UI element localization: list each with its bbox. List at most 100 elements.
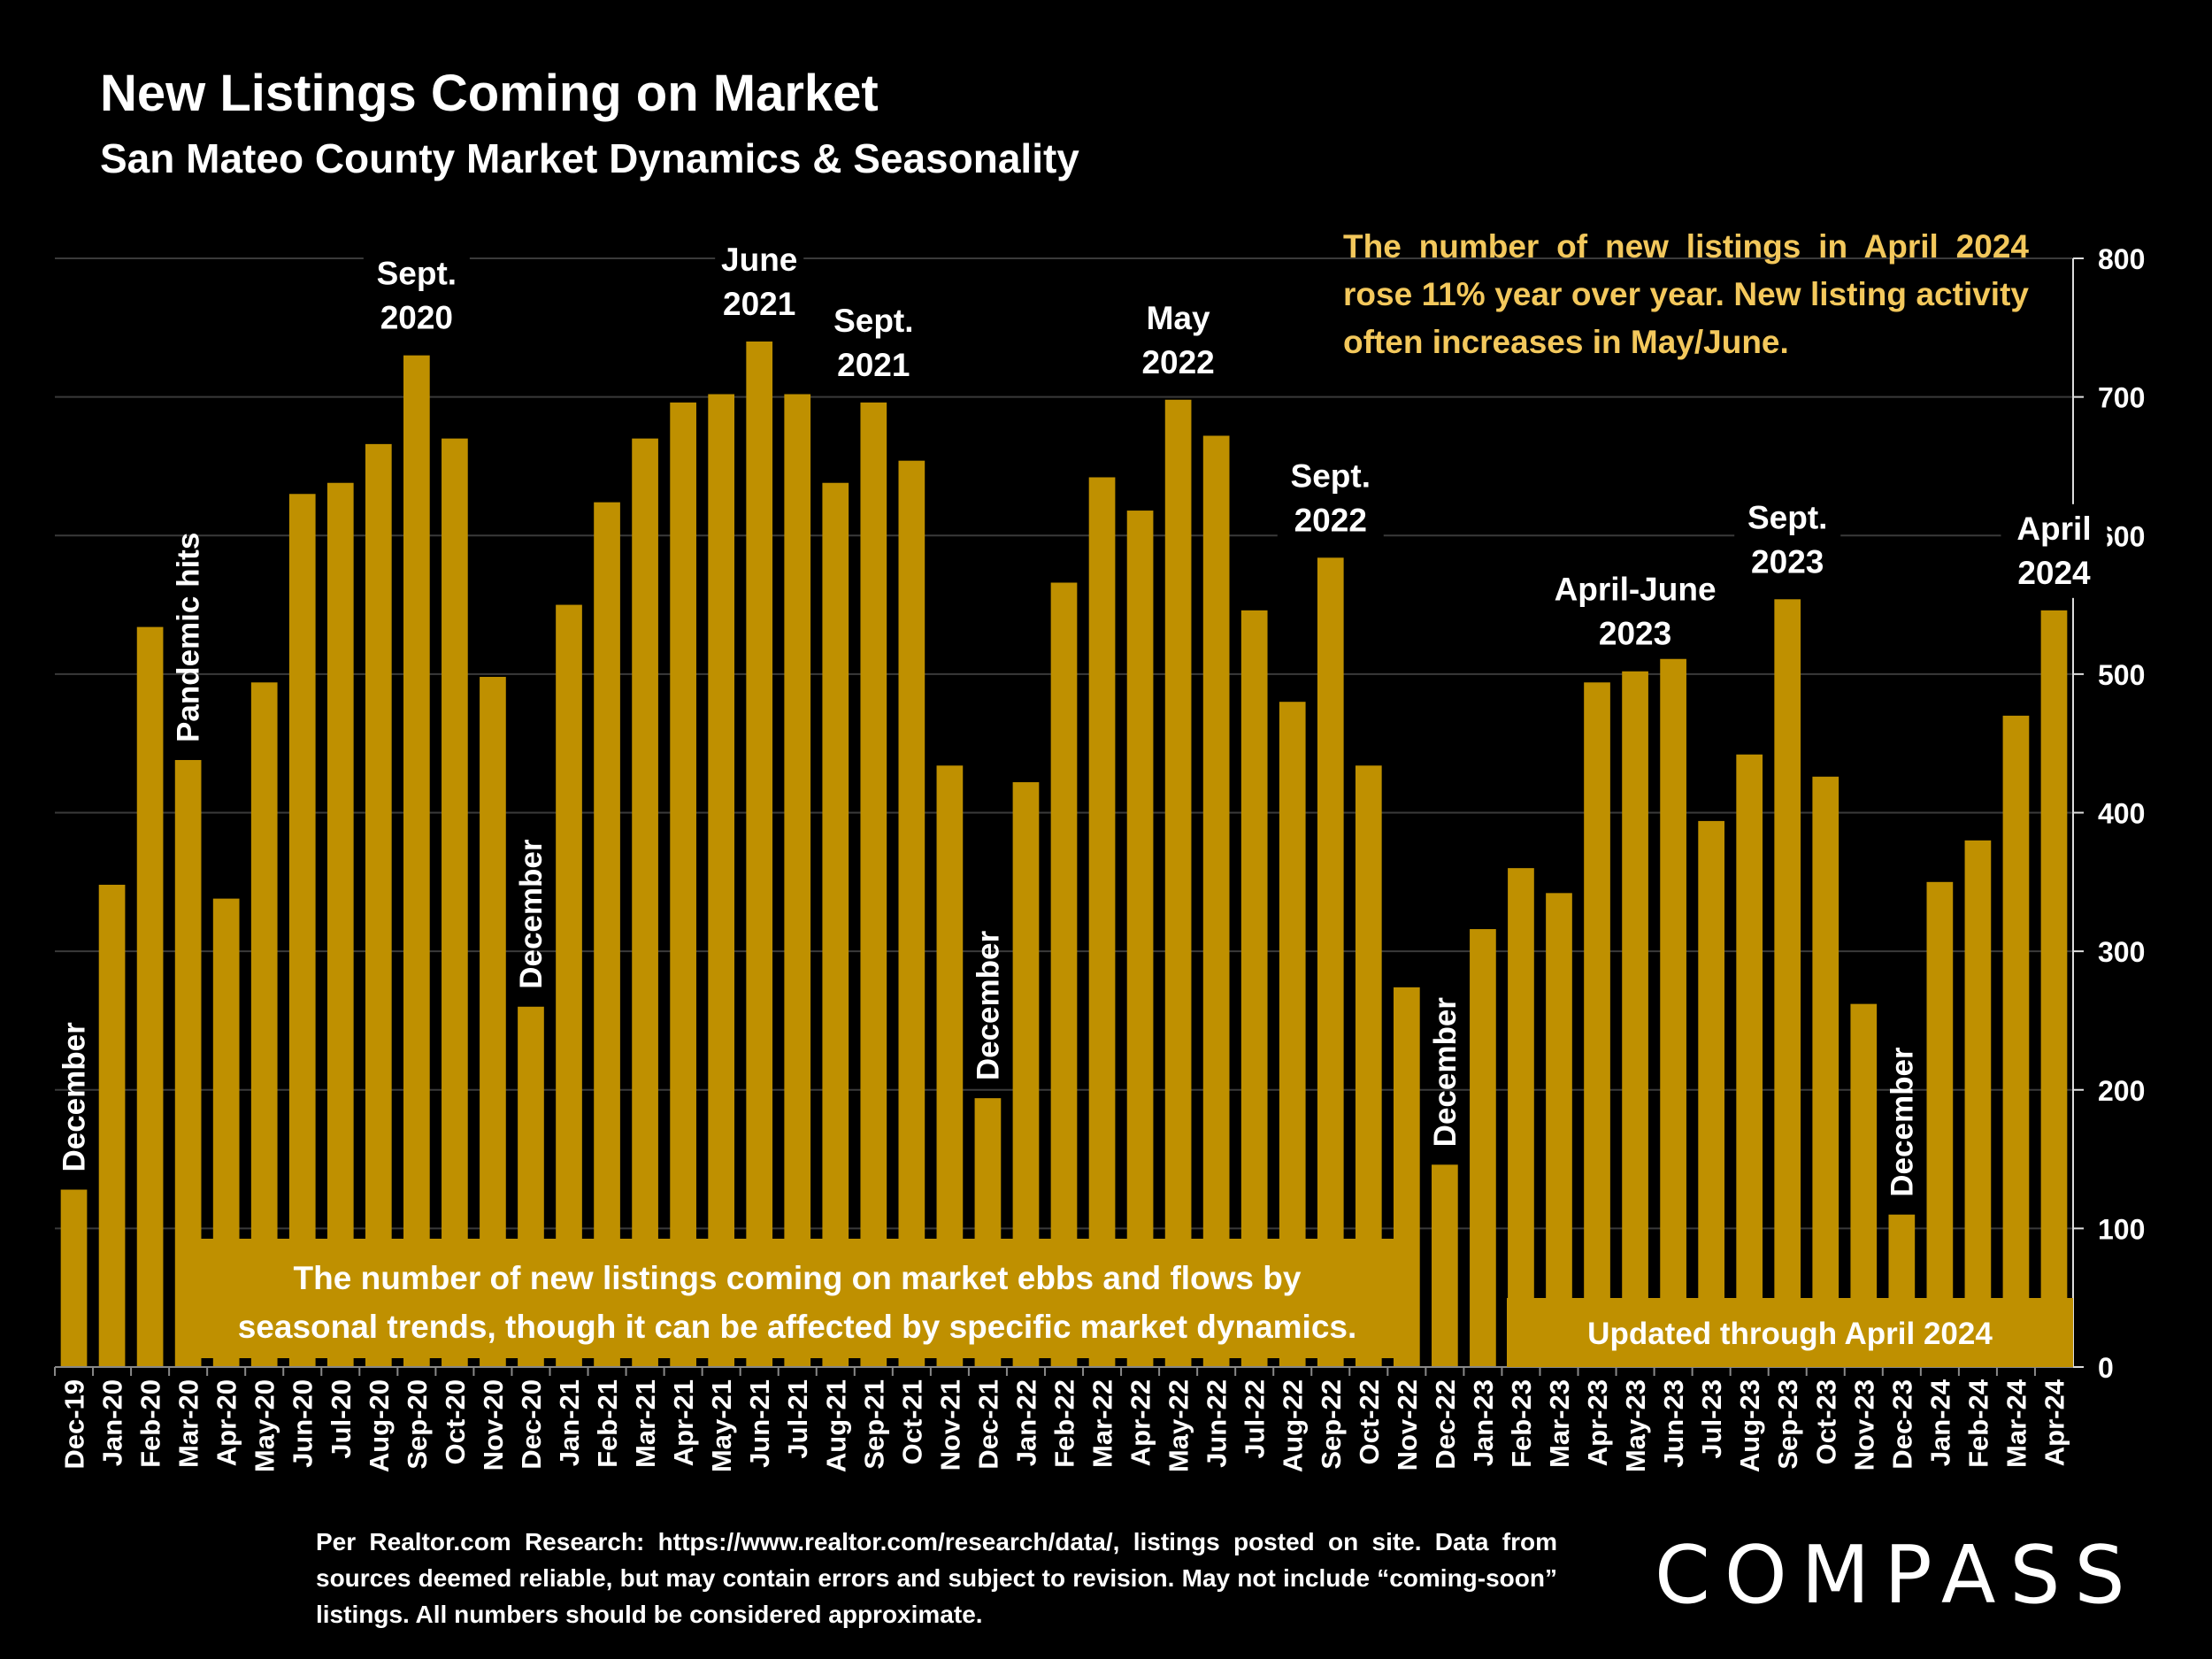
annotation-bg [1277, 451, 1384, 546]
x-tick-label: Apr-24 [2039, 1379, 2070, 1466]
main-note-box-text: seasonal trends, though it can be affect… [238, 1309, 1357, 1345]
x-tick-label: Feb-23 [1506, 1379, 1537, 1468]
updated-note-box-text: Updated through April 2024 [1587, 1317, 1993, 1351]
annotation-bg [715, 234, 804, 329]
y-tick-label: 200 [2098, 1075, 2145, 1107]
x-tick-label: Feb-21 [592, 1379, 623, 1468]
y-tick-label: 500 [2098, 659, 2145, 691]
bar-Feb-23 [1508, 868, 1534, 1367]
main-note-box: The number of new listings coming on mar… [179, 1239, 1416, 1358]
chart-title: New Listings Coming on Market [100, 65, 879, 122]
annotation-label: 2023 [1599, 616, 1671, 652]
chart-subtitle: San Mateo County Market Dynamics & Seaso… [100, 135, 1079, 181]
bar-Jul-20 [326, 482, 354, 1367]
annotation-bg [2001, 503, 2108, 598]
x-tick-label: Jun-20 [288, 1379, 319, 1468]
bar-Mar-24 [2002, 715, 2030, 1367]
annotation-bg [363, 249, 470, 343]
x-tick-label: May-22 [1164, 1379, 1194, 1472]
x-tick-label: May-20 [250, 1379, 280, 1472]
x-tick-label: Jan-22 [1010, 1379, 1041, 1466]
x-tick-label: Aug-21 [820, 1379, 851, 1472]
x-tick-label: Oct-23 [1810, 1379, 1841, 1464]
x-tick-label: Jun-22 [1202, 1379, 1233, 1468]
annotation-label: Sept. [833, 303, 913, 339]
x-tick-label: Apr-20 [211, 1379, 242, 1466]
bar-Dec-22 [1432, 1164, 1458, 1367]
annotation-label: Sept. [377, 256, 457, 292]
x-tick-label: Aug-23 [1734, 1379, 1765, 1472]
updated-note-box: Updated through April 2024 [1507, 1298, 2073, 1367]
x-tick-label: Mar-21 [630, 1379, 661, 1468]
annotation-bg [1133, 293, 1223, 388]
annotation-label: 2021 [837, 347, 910, 383]
bar-Mar-23 [1546, 893, 1572, 1367]
bar-Jun-22 [1202, 435, 1230, 1368]
x-tick-label: Mar-22 [1087, 1379, 1118, 1468]
annotations: The number of new listings coming on mar… [58, 234, 2108, 1367]
x-tick-label: Dec-23 [1886, 1379, 1917, 1470]
bar-Aug-23 [1736, 754, 1763, 1367]
bar-Dec-19 [60, 1189, 88, 1367]
x-tick-label: Nov-23 [1848, 1379, 1879, 1471]
x-tick-label: Nov-21 [934, 1379, 965, 1471]
x-tick-label: Aug-22 [1278, 1379, 1309, 1472]
bar-Oct-20 [442, 438, 468, 1367]
bar-Feb-24 [1964, 840, 1992, 1367]
bars [60, 341, 2068, 1368]
x-tick-label: Oct-21 [896, 1379, 927, 1464]
main-note-box-bg [179, 1239, 1416, 1358]
bar-May-23 [1622, 671, 1648, 1367]
x-tick-label: Mar-23 [1544, 1379, 1575, 1468]
annotation-label: Pandemic hits [172, 533, 206, 742]
annotation-label: 2021 [723, 286, 795, 322]
annotation-label: December [58, 1022, 92, 1172]
bar-Apr-21 [670, 402, 696, 1367]
x-tick-label: May-23 [1620, 1379, 1651, 1472]
annotation-label: June [721, 242, 797, 278]
bar-Jun-20 [288, 494, 316, 1367]
bar-Sep-22 [1317, 557, 1344, 1367]
bar-Jun-23 [1660, 657, 1686, 1367]
bar-Aug-21 [822, 482, 849, 1367]
bar-Apr-23 [1584, 682, 1610, 1367]
y-tick-label: 800 [2098, 243, 2145, 275]
annotation-label: 2023 [1751, 543, 1824, 580]
bar-Jun-21 [746, 341, 773, 1368]
bar-Sep-21 [860, 402, 887, 1367]
x-tick-label: Mar-20 [173, 1379, 204, 1468]
x-tick-label: Nov-22 [1392, 1379, 1423, 1471]
y-tick-label: 300 [2098, 936, 2145, 968]
bar-Jul-21 [784, 394, 811, 1368]
x-tick-label: Feb-20 [135, 1379, 166, 1468]
x-tick-label: Dec-19 [59, 1379, 90, 1470]
x-tick-label: Mar-24 [2001, 1379, 2032, 1468]
annotation-label: 2022 [1294, 502, 1367, 538]
bar-Apr-24 [2040, 610, 2068, 1367]
x-tick-label: Apr-22 [1125, 1379, 1156, 1466]
x-tick-label: Jul-20 [326, 1379, 357, 1459]
y-tick-label: 700 [2098, 382, 2145, 414]
annotation-label: May [1147, 300, 1210, 336]
annotation-bg [1538, 565, 1733, 659]
x-tick-label: Dec-20 [516, 1379, 547, 1470]
annotation-bg [1734, 493, 1841, 588]
x-tick-label: Jul-23 [1696, 1379, 1727, 1459]
bar-Feb-21 [594, 502, 620, 1367]
updated-note-box-bg [1507, 1298, 2073, 1367]
x-tick-label: Sep-20 [402, 1379, 433, 1470]
x-tick-label: Oct-20 [440, 1379, 471, 1464]
x-tick-label: Feb-22 [1049, 1379, 1080, 1468]
compass-logo: COMPASS [1655, 1529, 2139, 1622]
x-tick-label: Jul-21 [782, 1379, 813, 1459]
bar-Jan-23 [1470, 929, 1496, 1367]
x-tick-label: Sep-21 [858, 1379, 889, 1470]
x-tick-label: Dec-22 [1430, 1379, 1461, 1470]
x-tick-label: Jan-20 [97, 1379, 128, 1466]
bar-Feb-20 [136, 626, 164, 1367]
annotation-label: 2020 [380, 300, 453, 336]
annotation-label: April-June [1555, 572, 1717, 608]
y-tick-label: 400 [2098, 798, 2145, 830]
x-tick-label: Jan-23 [1468, 1379, 1499, 1466]
x-tick-label: Apr-23 [1582, 1379, 1613, 1466]
